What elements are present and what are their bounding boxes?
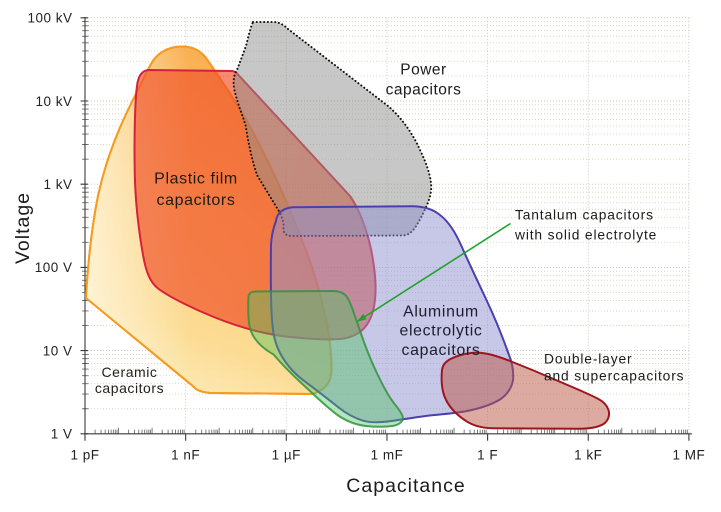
svg-text:with solid electrolyte: with solid electrolyte [514,228,657,243]
svg-text:capacitors: capacitors [386,82,462,99]
svg-text:1 V: 1 V [51,427,73,442]
svg-text:capacitors: capacitors [157,192,236,209]
svg-text:capacitors: capacitors [95,380,164,396]
svg-text:1 pF: 1 pF [70,448,99,463]
svg-text:Capacitance: Capacitance [346,475,465,497]
svg-text:Voltage: Voltage [12,192,34,264]
svg-text:1 µF: 1 µF [272,448,301,463]
svg-text:Aluminum: Aluminum [403,303,479,320]
svg-text:1 kF: 1 kF [574,448,602,463]
svg-text:capacitors: capacitors [402,342,481,359]
svg-text:1 mF: 1 mF [371,448,404,463]
svg-text:Ceramic: Ceramic [102,364,158,380]
svg-text:electrolytic: electrolytic [399,323,482,340]
svg-text:10 kV: 10 kV [35,94,72,109]
svg-text:1 MF: 1 MF [673,448,706,463]
svg-text:100 kV: 100 kV [27,11,72,26]
svg-text:1 nF: 1 nF [171,448,200,463]
svg-text:Power: Power [400,62,446,79]
svg-text:and supercapacitors: and supercapacitors [544,369,684,384]
svg-text:1 kV: 1 kV [43,177,72,192]
svg-text:10 V: 10 V [43,343,73,358]
svg-text:Plastic film: Plastic film [154,170,238,187]
svg-text:Tantalum capacitors: Tantalum capacitors [515,208,654,223]
svg-text:Double-layer: Double-layer [544,352,632,367]
svg-text:1 F: 1 F [477,448,498,463]
svg-text:100 V: 100 V [35,260,73,275]
